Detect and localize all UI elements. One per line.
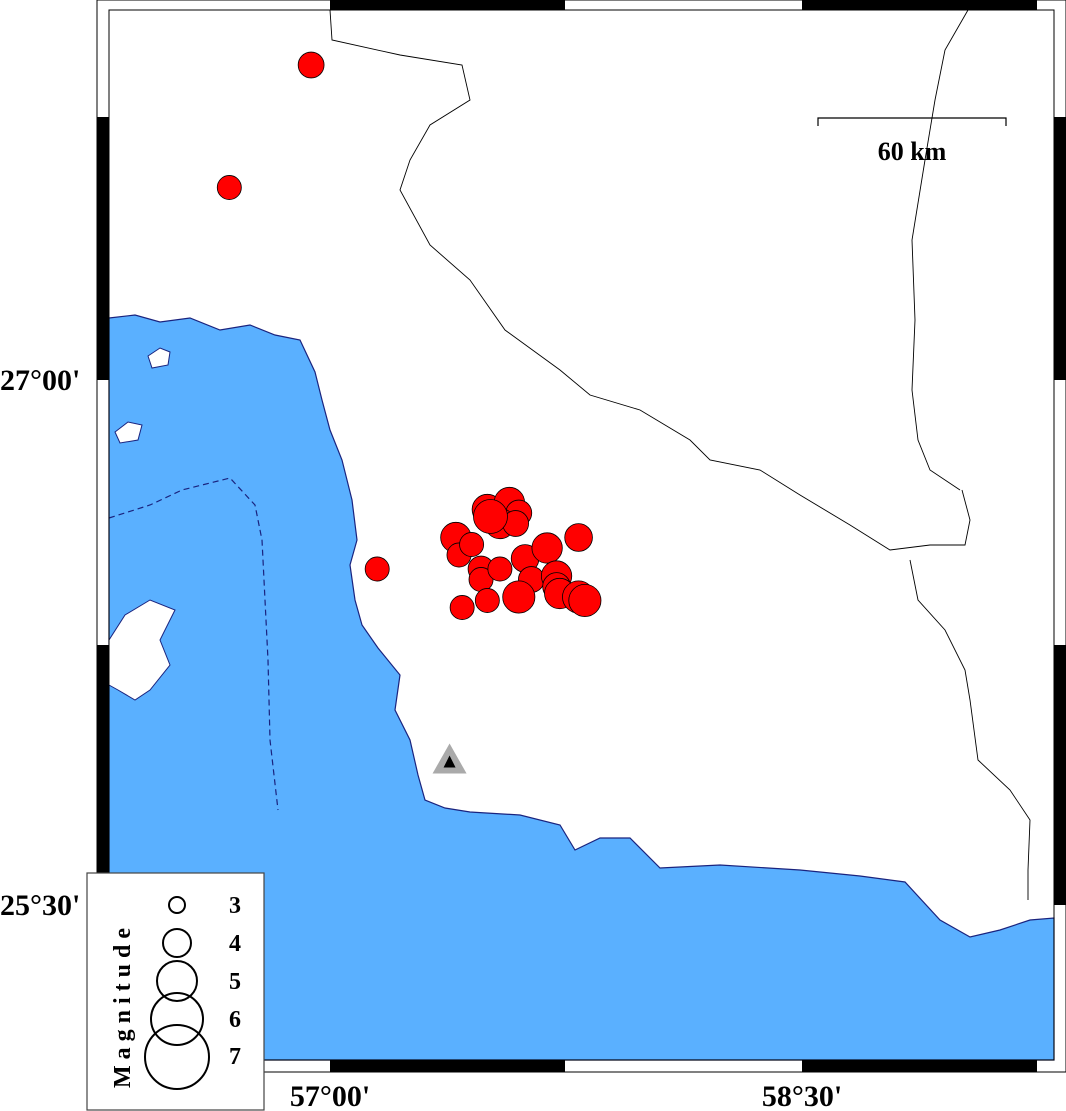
earthquake-marker — [568, 584, 602, 618]
province-boundary — [329, 9, 1031, 900]
map-frame — [96, 0, 1066, 1073]
lon-label: 58°30' — [762, 1080, 842, 1111]
earthquake-marker — [487, 556, 513, 582]
legend-label: 4 — [229, 931, 241, 957]
scale-bar-label: 60 km — [878, 137, 947, 166]
earthquake-marker — [297, 51, 325, 79]
frame-tick — [1054, 117, 1066, 380]
lat-label: 25°30' — [0, 889, 80, 922]
earthquake-marker — [473, 499, 508, 534]
scale-bar: 60 km — [817, 117, 1007, 166]
earthquake-marker — [531, 532, 563, 564]
frame-tick — [802, 1060, 1037, 1072]
legend-circle — [162, 928, 192, 958]
lat-label: 27°00' — [0, 364, 80, 397]
lon-label: 57°00' — [290, 1080, 370, 1111]
earthquake-marker — [216, 175, 242, 200]
frame-tick — [802, 0, 1037, 10]
frame-tick — [97, 117, 109, 380]
sea — [108, 314, 1055, 1061]
bathymetry-contour — [108, 477, 279, 811]
musandam-land — [108, 599, 176, 701]
legend-circle — [168, 896, 186, 914]
frame-tick — [330, 1060, 565, 1072]
legend-circle — [144, 1024, 210, 1090]
frame-tick — [97, 645, 109, 905]
earthquake-marker — [502, 580, 536, 614]
station-center-icon — [443, 755, 456, 768]
province-boundary — [911, 9, 969, 491]
legend-circle — [156, 960, 198, 1002]
earthquake-marker — [364, 556, 390, 582]
frame-tick — [330, 0, 565, 10]
earthquake-marker — [564, 523, 593, 552]
legend-label: 3 — [229, 893, 241, 919]
legend-label: 5 — [229, 969, 241, 995]
legend-label: 7 — [229, 1044, 241, 1070]
island — [147, 347, 171, 369]
frame-ticks — [97, 0, 1066, 1072]
legend-label: 6 — [229, 1007, 241, 1033]
earthquake-marker — [449, 595, 475, 620]
legend-circle — [150, 992, 204, 1046]
earthquake-events — [216, 51, 602, 620]
seismic-station — [432, 743, 467, 774]
earthquake-marker — [474, 588, 500, 613]
earthquake-marker — [459, 532, 485, 557]
frame-tick — [1054, 645, 1066, 905]
island — [114, 421, 143, 444]
magnitude-legend: Magnitude 3 4 5 6 7 — [86, 872, 265, 1111]
legend-title: Magnitude — [110, 922, 136, 1088]
